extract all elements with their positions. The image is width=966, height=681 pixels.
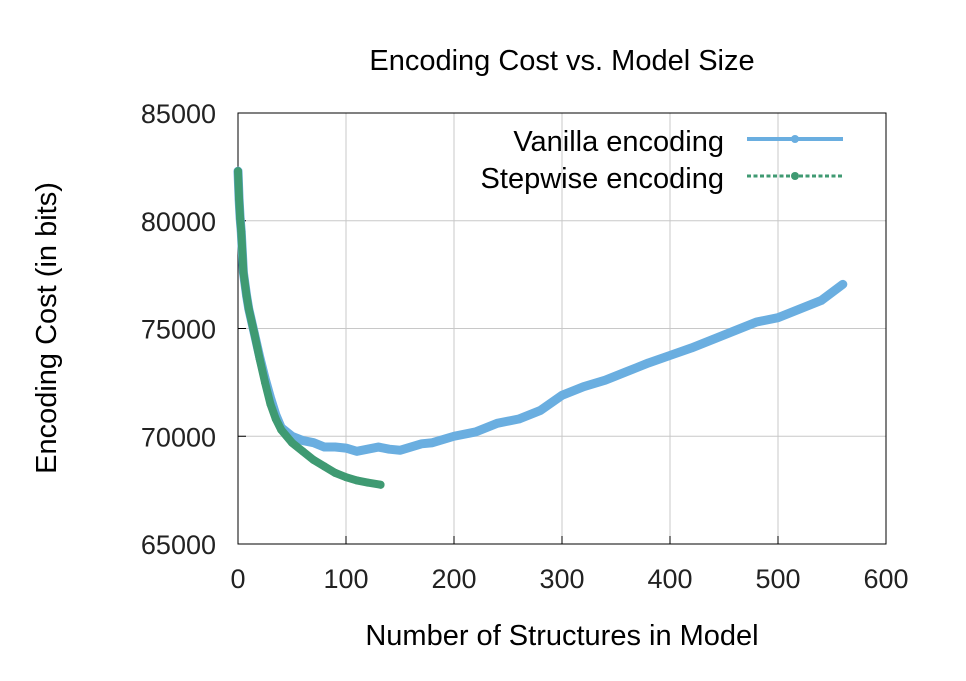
x-tick-label: 600 [863, 564, 908, 594]
data-point [309, 438, 318, 447]
data-point [622, 367, 631, 376]
data-point [239, 268, 248, 277]
data-point [320, 462, 329, 471]
data-point [298, 436, 307, 445]
legend: Vanilla encoding Stepwise encoding [481, 126, 843, 195]
data-point [236, 214, 245, 223]
data-point [752, 318, 761, 327]
legend-swatch-marker [791, 172, 799, 180]
data-point [406, 443, 415, 452]
data-point [774, 313, 782, 322]
x-tick-label: 300 [539, 564, 584, 594]
data-point [277, 425, 286, 434]
data-point [709, 335, 718, 344]
data-point [536, 406, 545, 415]
series-layer [233, 166, 848, 489]
x-tick-label: 0 [230, 564, 245, 594]
legend-swatch-marker [791, 135, 799, 143]
data-point [493, 419, 502, 428]
y-tick-label: 65000 [141, 530, 216, 560]
data-point [342, 444, 350, 453]
data-point [514, 415, 523, 424]
data-point [352, 476, 361, 485]
data-point [237, 227, 246, 236]
data-point [309, 455, 318, 464]
data-point [255, 354, 264, 363]
y-axis-label: Encoding Cost (in bits) [31, 182, 63, 474]
data-point [234, 167, 242, 176]
x-tick-label: 200 [431, 564, 476, 594]
data-point [687, 343, 696, 352]
data-point [558, 391, 566, 400]
data-point [342, 473, 350, 482]
data-point [579, 382, 588, 391]
data-point [666, 351, 674, 360]
chart-title: Encoding Cost vs. Model Size [369, 45, 754, 77]
data-point [320, 443, 329, 452]
x-tick-label: 100 [323, 564, 368, 594]
data-point [376, 480, 385, 489]
data-point [244, 305, 253, 314]
data-point [271, 415, 280, 424]
data-point [450, 432, 458, 441]
y-tick-label: 80000 [141, 207, 216, 237]
data-point [795, 305, 804, 314]
y-tick-label: 70000 [141, 422, 216, 452]
data-point [266, 399, 275, 408]
x-tick-label: 500 [755, 564, 800, 594]
data-point [417, 439, 426, 448]
data-point [374, 443, 383, 452]
data-point [817, 296, 826, 305]
x-axis-label: Number of Structures in Model [365, 620, 758, 652]
data-point [261, 378, 269, 387]
data-point [298, 447, 307, 456]
series-line-stepwise [234, 167, 385, 489]
data-point [363, 478, 372, 487]
data-point [331, 443, 340, 452]
data-point [644, 358, 653, 367]
tick-labels: 0 100 200 300 400 500 600 65000 70000 75000 80000 8… [141, 99, 909, 594]
x-tick-label: 400 [647, 564, 692, 594]
data-point [838, 280, 847, 289]
data-point [428, 438, 437, 447]
data-point [730, 326, 739, 335]
data-point [288, 438, 296, 447]
data-point [396, 446, 404, 455]
data-point [471, 427, 480, 436]
data-point [331, 468, 340, 477]
data-point [352, 447, 361, 456]
data-point [242, 292, 251, 301]
legend-label-vanilla: Vanilla encoding [513, 126, 724, 158]
legend-label-stepwise: Stepwise encoding [481, 163, 724, 195]
y-tick-label: 75000 [141, 315, 216, 345]
data-point [601, 376, 610, 385]
data-point [363, 445, 372, 454]
data-point [385, 445, 394, 454]
data-point [250, 328, 259, 337]
y-tick-label: 85000 [141, 99, 216, 129]
data-point [235, 195, 244, 204]
